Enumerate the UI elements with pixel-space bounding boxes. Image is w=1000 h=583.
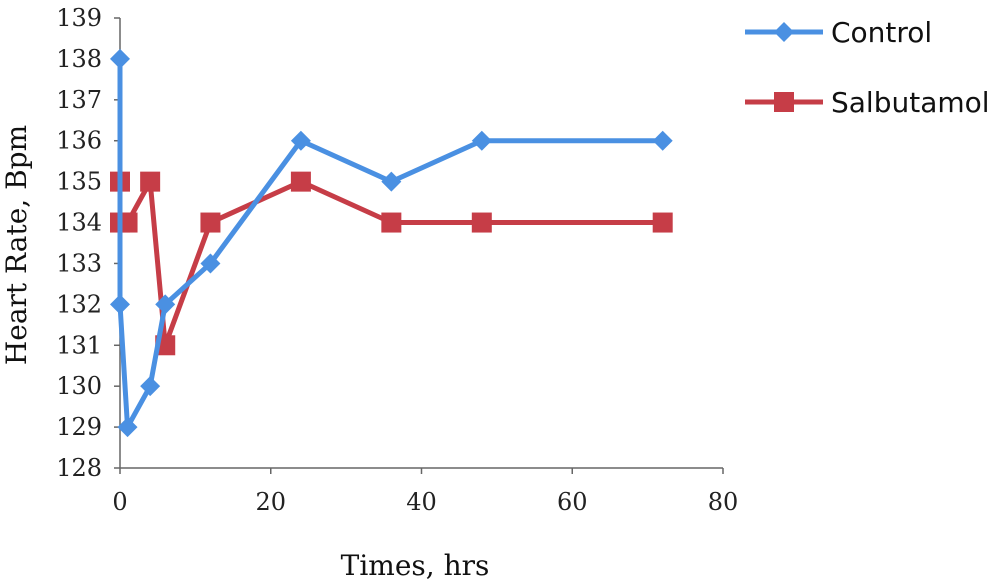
y-tick-label: 135 bbox=[56, 168, 102, 196]
legend-item-salbutamol: Salbutamol bbox=[745, 86, 990, 119]
control-point bbox=[471, 130, 492, 151]
control-point bbox=[290, 130, 311, 151]
salbutamol-point bbox=[117, 212, 138, 233]
x-tick-label: 80 bbox=[708, 488, 739, 516]
y-axis-ticks: 128 129 130 131 132 133 134 135 136 137 138 139 bbox=[56, 4, 120, 482]
control-line bbox=[117, 58, 663, 430]
series-control bbox=[110, 48, 673, 438]
x-tick-label: 0 bbox=[112, 488, 127, 516]
control-point bbox=[652, 130, 673, 151]
y-axis-title: Heart Rate, Bpm bbox=[0, 125, 33, 365]
y-tick-label: 131 bbox=[56, 331, 102, 359]
control-point bbox=[155, 294, 176, 315]
salbutamol-point bbox=[200, 212, 221, 233]
y-tick-label: 130 bbox=[56, 372, 102, 400]
y-tick-label: 134 bbox=[56, 209, 102, 237]
salbutamol-point bbox=[381, 212, 402, 233]
y-tick-label: 128 bbox=[56, 454, 102, 482]
x-axis-ticks: 0 20 40 60 80 bbox=[112, 468, 738, 516]
legend-label: Salbutamol bbox=[831, 86, 990, 119]
salbutamol-point bbox=[471, 212, 492, 233]
series-layer bbox=[110, 48, 673, 438]
x-tick-label: 60 bbox=[557, 488, 588, 516]
salbutamol-point bbox=[140, 171, 161, 192]
y-tick-label: 139 bbox=[56, 4, 102, 32]
x-axis-title: Times, hrs bbox=[341, 549, 490, 582]
legend-swatch-marker bbox=[774, 22, 794, 42]
y-tick-label: 129 bbox=[56, 413, 102, 441]
y-tick-label: 132 bbox=[56, 290, 102, 318]
control-point bbox=[381, 171, 402, 192]
y-tick-label: 137 bbox=[56, 86, 102, 114]
salbutamol-point bbox=[290, 171, 311, 192]
legend-label: Control bbox=[831, 16, 932, 49]
control-point bbox=[140, 376, 161, 397]
control-point bbox=[110, 48, 130, 69]
control-point bbox=[200, 253, 221, 274]
x-tick-label: 20 bbox=[255, 488, 286, 516]
control-point bbox=[117, 417, 138, 438]
legend: Control Salbutamol bbox=[745, 16, 990, 119]
y-tick-label: 133 bbox=[56, 249, 102, 277]
x-tick-label: 40 bbox=[406, 488, 437, 516]
series-salbutamol bbox=[110, 171, 673, 356]
y-tick-label: 138 bbox=[56, 45, 102, 73]
legend-swatch-marker bbox=[774, 92, 794, 112]
control-point bbox=[110, 294, 130, 315]
salbutamol-point bbox=[652, 212, 673, 233]
y-tick-label: 136 bbox=[56, 127, 102, 155]
axes bbox=[119, 18, 723, 469]
legend-item-control: Control bbox=[745, 16, 932, 49]
